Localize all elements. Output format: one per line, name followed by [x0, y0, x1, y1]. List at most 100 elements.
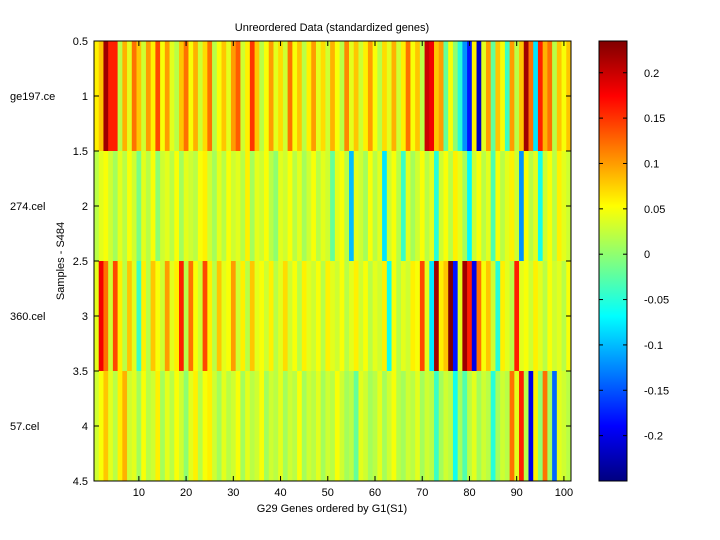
heatmap-cell [136, 261, 142, 371]
heatmap-cell [155, 151, 161, 261]
heatmap-cell [297, 151, 303, 261]
heatmap-cell [292, 261, 298, 371]
heatmap-cell [372, 151, 378, 261]
heatmap-cell [561, 41, 567, 151]
heatmap-cell [330, 371, 336, 481]
heatmap-cell [306, 41, 312, 151]
heatmap-cell [405, 151, 411, 261]
heatmap-cell [552, 261, 558, 371]
heatmap-cell [438, 261, 444, 371]
row-labels: ge197.ce 274.cel 360.cel 57.cel [10, 91, 55, 433]
heatmap-cell [386, 151, 392, 261]
heatmap-cell [429, 261, 435, 371]
heatmap-cell [183, 41, 189, 151]
heatmap-cell [325, 261, 331, 371]
heatmap-cell [537, 371, 544, 481]
heatmap-cell [301, 371, 307, 481]
heatmap-cell [367, 371, 374, 481]
heatmap-cell [112, 41, 119, 151]
heatmap-cell [358, 371, 364, 481]
heatmap-cell [254, 371, 260, 481]
heatmap-cell [301, 261, 307, 371]
heatmap-cell [495, 261, 501, 371]
heatmap-cell [164, 261, 170, 371]
heatmap-cell [325, 151, 331, 261]
x-tick-label: 40 [274, 487, 286, 499]
heatmap-cell [334, 371, 340, 481]
heatmap-cell [471, 371, 477, 481]
heatmap-cell [188, 371, 194, 481]
heatmap-cell [292, 151, 298, 261]
heatmap-cell [259, 371, 265, 481]
heatmap-cell [207, 41, 213, 151]
heatmap-cell [160, 371, 166, 481]
heatmap-cell [556, 371, 562, 481]
heatmap-cell [334, 261, 340, 371]
heatmap-cell [349, 41, 355, 151]
x-tick-label: 70 [416, 487, 428, 499]
heatmap-cell [519, 261, 525, 371]
heatmap-cell [552, 151, 558, 261]
heatmap-cell [495, 371, 501, 481]
heatmap-cell [476, 371, 482, 481]
heatmap-cell [311, 261, 317, 371]
heatmap-cell [117, 261, 123, 371]
heatmap-cell [514, 261, 520, 371]
heatmap-cell [169, 41, 175, 151]
heatmap-cell [193, 41, 199, 151]
heatmap-cell [297, 261, 303, 371]
heatmap-cell [504, 151, 510, 261]
heatmap-cell [509, 261, 515, 371]
heatmap-cell [273, 151, 279, 261]
heatmap-cell [249, 151, 255, 261]
heatmap-cell [391, 371, 397, 481]
heatmap-cell [471, 151, 477, 261]
heatmap-cell [367, 151, 374, 261]
heatmap-cell [391, 151, 397, 261]
heatmap-cell [396, 151, 402, 261]
heatmap-cell [429, 151, 435, 261]
heatmap-cell [528, 41, 534, 151]
heatmap-cell [500, 261, 506, 371]
heatmap-cell [528, 371, 534, 481]
heatmap-cell [117, 151, 123, 261]
heatmap-cell [410, 371, 416, 481]
heatmap-cell [160, 41, 166, 151]
heatmap-cell [226, 261, 232, 371]
heatmap-cell [495, 151, 501, 261]
heatmap-cell [519, 41, 525, 151]
heatmap-cell [349, 151, 355, 261]
heatmap-cell [235, 371, 241, 481]
heatmap-cell [131, 371, 137, 481]
heatmap-cell [216, 151, 222, 261]
heatmap-cell [500, 151, 506, 261]
heatmap-cell [523, 371, 529, 481]
heatmap-cell [282, 371, 289, 481]
heatmap-cell [145, 41, 152, 151]
sample-row-label: 57.cel [10, 421, 39, 433]
heatmap-cell [457, 371, 463, 481]
heatmap-cell [98, 151, 104, 261]
colorbar-tick-label: -0.1 [644, 340, 663, 352]
heatmap-cell [249, 261, 255, 371]
heatmap-cell [481, 41, 487, 151]
heatmap-cell [481, 151, 487, 261]
heatmap-cell [245, 41, 251, 151]
heatmap-cell [207, 371, 213, 481]
y-tick-label: 2.5 [73, 256, 88, 268]
heatmap-cell [542, 151, 548, 261]
heatmap-cell [160, 261, 166, 371]
colorbar-gradient [598, 40, 628, 482]
heatmap-cell [221, 41, 227, 151]
heatmap-cell [400, 261, 407, 371]
heatmap-cell [457, 151, 463, 261]
heatmap-cell [367, 261, 374, 371]
heatmap-cell [278, 151, 284, 261]
heatmap-cell [320, 151, 326, 261]
heatmap-cell [372, 371, 378, 481]
heatmap-cell [467, 41, 473, 151]
y-tick-label: 4.5 [73, 476, 88, 488]
heatmap-cell [183, 371, 189, 481]
heatmap-cell [141, 151, 147, 261]
heatmap-cell [452, 261, 459, 371]
